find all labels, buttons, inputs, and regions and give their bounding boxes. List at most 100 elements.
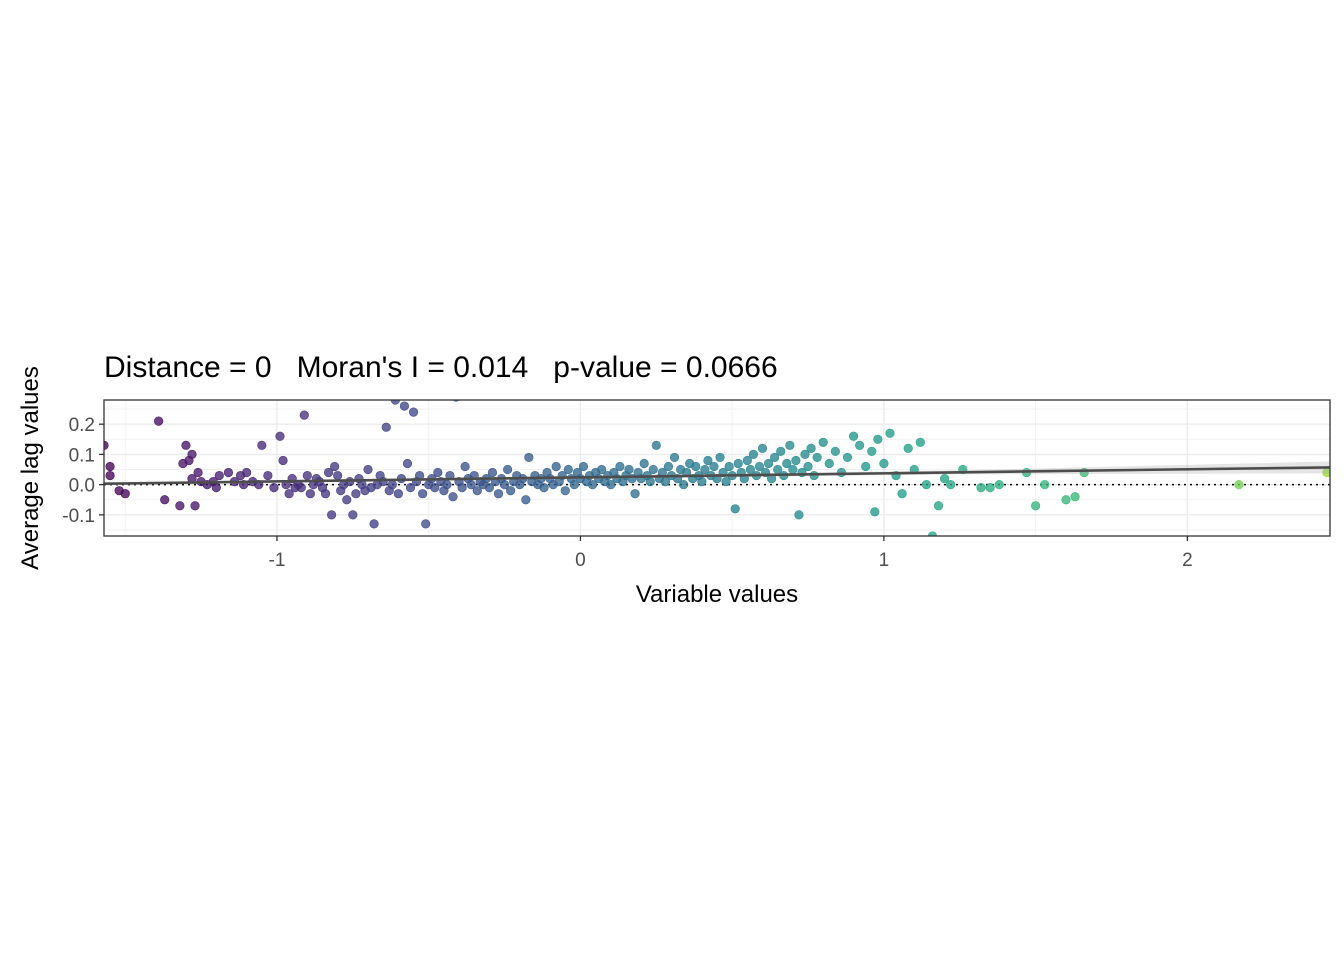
data-point <box>466 480 476 490</box>
data-point <box>154 416 164 426</box>
data-point <box>754 461 765 472</box>
data-point <box>861 461 871 472</box>
y-axis-label: Average lag values <box>17 366 44 570</box>
data-point <box>263 470 273 481</box>
data-point <box>1031 501 1041 511</box>
data-point <box>578 461 589 472</box>
data-point <box>305 489 315 499</box>
data-point <box>524 452 534 463</box>
y-tick-label: 0.1 <box>69 445 95 466</box>
data-point <box>333 470 343 481</box>
data-point <box>818 437 828 447</box>
data-point <box>418 489 428 499</box>
y-tick-label: -0.1 <box>62 506 95 527</box>
data-point <box>521 495 531 505</box>
y-axis: -0.1 0.0 0.1 0.2 <box>62 415 104 527</box>
data-point <box>326 510 337 520</box>
data-point <box>624 464 634 475</box>
data-point <box>487 467 498 478</box>
data-point <box>211 483 221 493</box>
data-point <box>800 449 810 460</box>
chart-title: Distance = 0 Moran's I = 0.014 p-value =… <box>104 351 778 384</box>
data-point <box>791 455 801 466</box>
data-point <box>776 446 786 456</box>
data-point <box>921 480 931 490</box>
data-point <box>724 461 734 472</box>
data-point <box>824 458 834 469</box>
data-point <box>503 464 513 475</box>
data-point <box>275 431 285 441</box>
x-axis-label: Variable values <box>636 581 798 608</box>
data-point <box>299 410 309 420</box>
data-point <box>830 446 840 456</box>
data-point <box>855 440 865 450</box>
plot-border <box>103 399 1331 537</box>
fit-layer <box>103 461 1331 486</box>
data-point <box>330 461 340 472</box>
data-point <box>976 483 986 493</box>
data-point <box>120 489 130 499</box>
data-point <box>697 477 707 487</box>
data-point <box>569 480 579 490</box>
x-tick-label: 1 <box>879 550 890 571</box>
data-point <box>885 428 895 438</box>
data-point <box>782 458 792 469</box>
data-point <box>363 464 373 475</box>
data-point <box>1070 492 1080 502</box>
data-point <box>794 510 804 520</box>
data-point <box>803 461 813 472</box>
data-point <box>421 519 431 529</box>
data-point <box>448 492 458 502</box>
x-tick-label: -1 <box>269 550 286 571</box>
data-point <box>323 467 334 478</box>
data-point <box>748 449 759 460</box>
data-point <box>985 483 995 493</box>
data-point <box>939 473 950 484</box>
fit-line <box>103 466 1331 486</box>
data-point <box>812 452 822 463</box>
data-point <box>806 443 816 453</box>
data-point <box>296 483 306 493</box>
data-point <box>615 461 625 472</box>
data-point <box>351 489 361 499</box>
data-point <box>873 434 883 444</box>
data-point <box>269 483 279 493</box>
data-point <box>387 480 397 490</box>
data-point <box>105 461 115 472</box>
data-point <box>257 440 267 450</box>
x-tick-label: 0 <box>575 550 586 571</box>
data-point <box>430 483 440 493</box>
data-point <box>870 507 880 517</box>
data-point <box>785 440 795 450</box>
data-point <box>770 452 780 463</box>
x-tick-label: 2 <box>1182 550 1193 571</box>
data-point <box>369 519 379 529</box>
data-point <box>402 458 413 469</box>
data-point <box>442 480 452 490</box>
data-point <box>181 440 191 450</box>
data-point <box>669 452 680 463</box>
data-point <box>348 510 358 520</box>
data-point <box>381 422 391 432</box>
data-point <box>946 480 956 490</box>
data-point <box>763 458 774 469</box>
data-point <box>715 452 725 463</box>
data-point <box>499 480 510 490</box>
data-point <box>630 489 640 499</box>
data-point <box>104 440 109 450</box>
data-point <box>915 437 925 447</box>
data-point <box>897 489 907 499</box>
data-point <box>472 486 482 496</box>
data-point <box>663 461 674 472</box>
data-point <box>703 455 713 466</box>
data-point <box>190 501 200 511</box>
data-point <box>691 461 701 472</box>
data-point <box>1061 495 1071 505</box>
data-point <box>551 461 561 472</box>
data-point <box>1234 480 1244 490</box>
data-point <box>679 480 689 490</box>
data-point <box>284 489 294 499</box>
data-point <box>105 470 115 481</box>
data-point <box>560 486 570 496</box>
data-point <box>903 443 913 453</box>
